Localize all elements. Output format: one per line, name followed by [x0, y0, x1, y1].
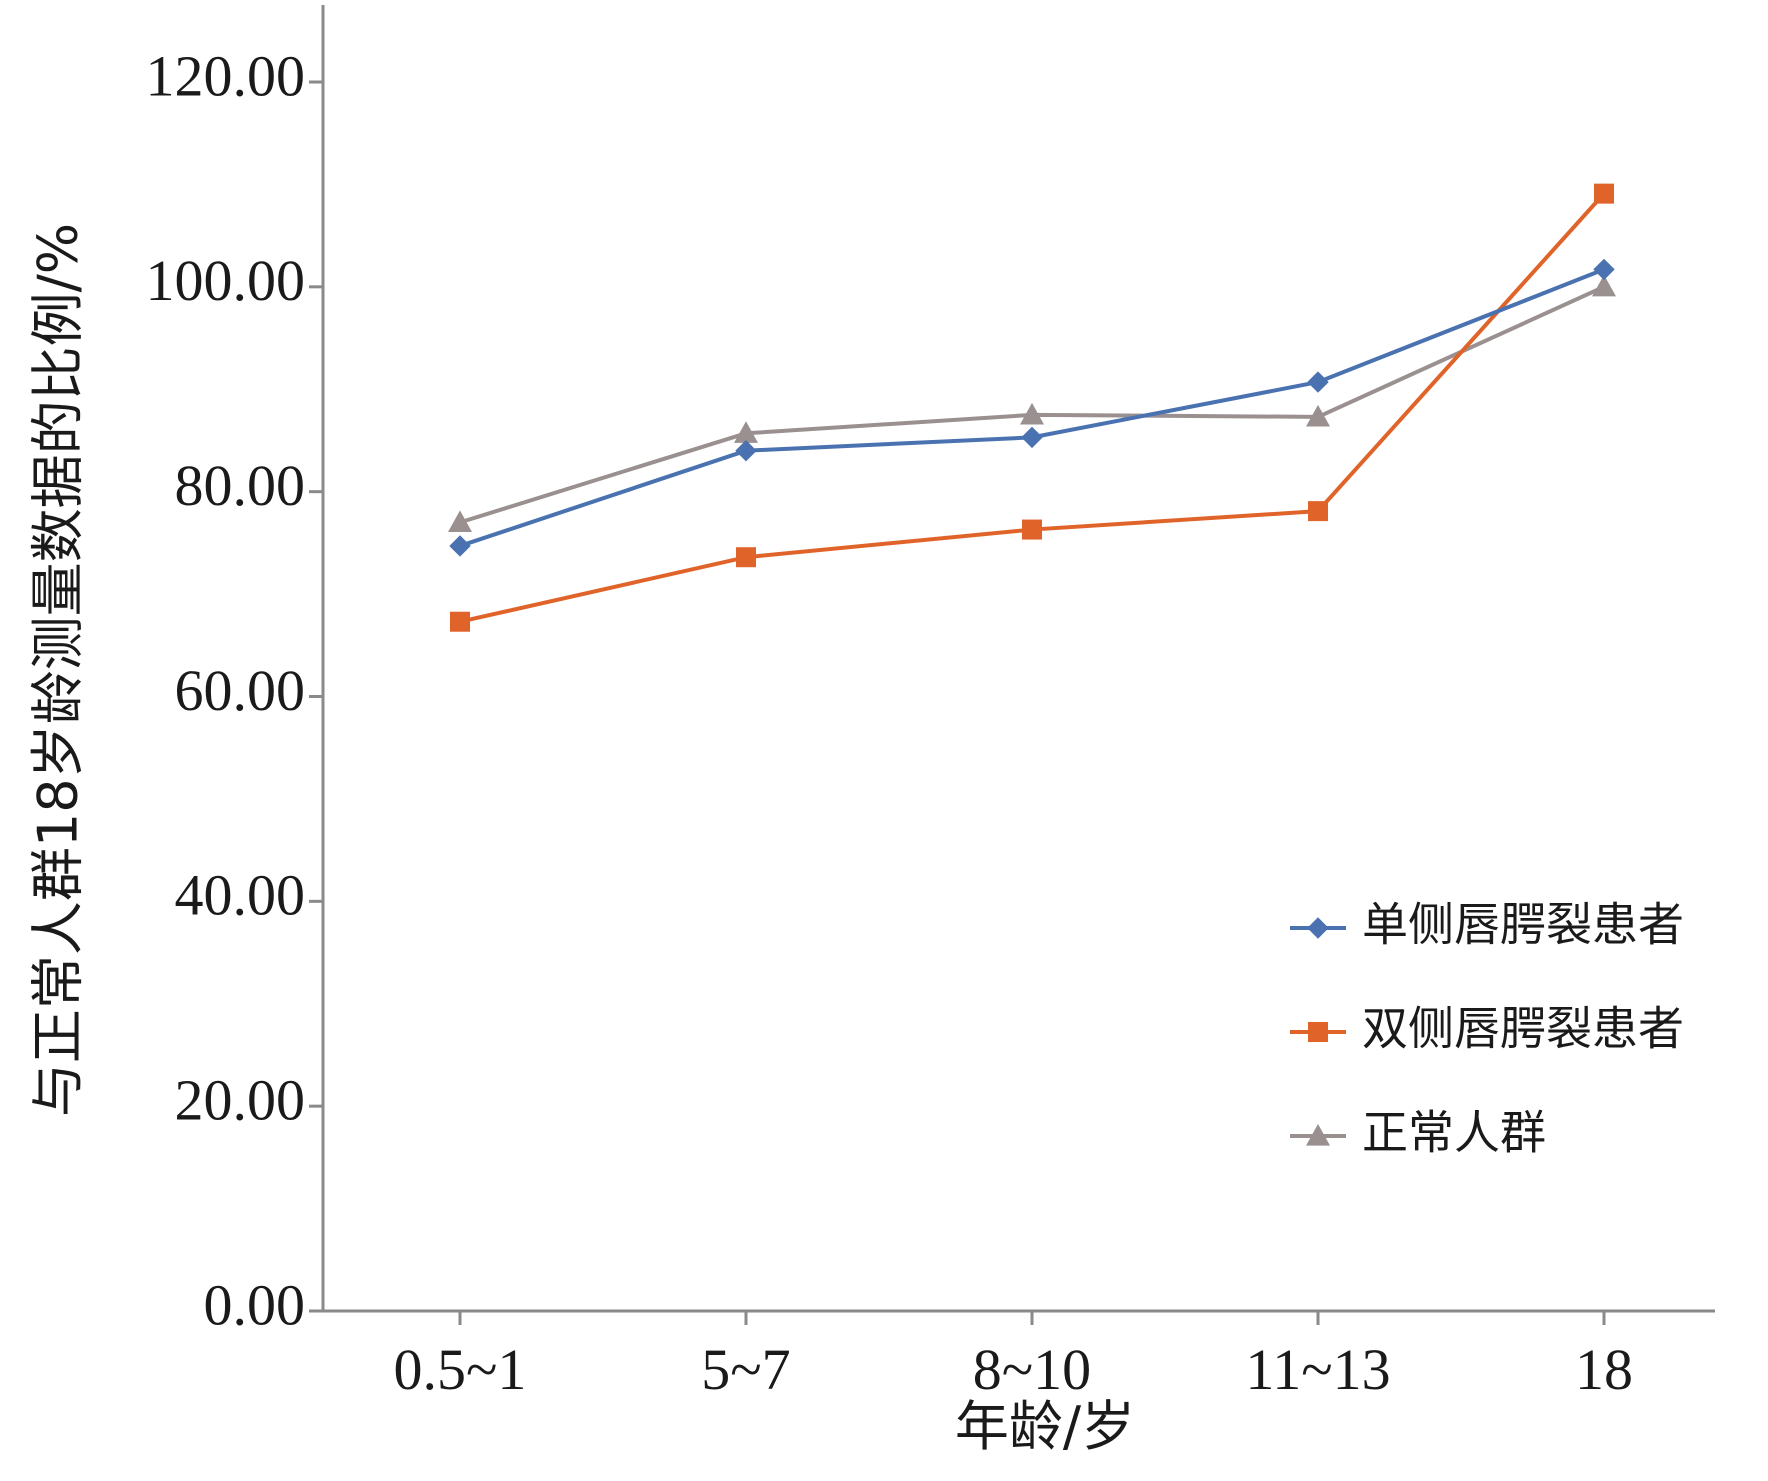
legend-item: 单侧唇腭裂患者 — [1290, 898, 1684, 952]
y-tick-label: 0.00 — [204, 1272, 306, 1337]
data-point — [448, 510, 472, 532]
data-point — [735, 439, 757, 462]
data-point — [449, 535, 471, 557]
legend-label: 单侧唇腭裂患者 — [1362, 898, 1684, 952]
y-tick-label: 100.00 — [146, 248, 306, 313]
legend-marker — [1306, 1124, 1330, 1146]
y-tick-label: 40.00 — [175, 863, 306, 928]
data-point — [1022, 519, 1042, 540]
x-axis-title: 年龄/岁 — [955, 1395, 1135, 1458]
x-tick-label: 5~7 — [701, 1337, 790, 1402]
series-square — [450, 183, 1614, 632]
data-point — [1592, 274, 1616, 297]
y-tick-label: 60.00 — [175, 658, 306, 723]
legend-label: 双侧唇腭裂患者 — [1362, 1002, 1684, 1056]
axes — [321, 5, 1715, 1313]
y-axis-ticks: 0.00 20.00 40.00 60.00 80.00 100.00 120.00 — [146, 43, 323, 1337]
data-point — [450, 611, 470, 632]
x-tick-label: 8~10 — [973, 1337, 1091, 1402]
series-diamond — [449, 258, 1615, 557]
data-point — [1593, 258, 1615, 281]
y-tick-label: 80.00 — [175, 453, 306, 518]
x-tick-label: 11~13 — [1245, 1337, 1390, 1402]
legend-item: 正常人群 — [1290, 1106, 1546, 1160]
data-point — [1307, 371, 1329, 393]
data-point — [1308, 501, 1328, 522]
y-axis-title-group: 与正常人群18岁龄测量数据的比例/% — [27, 223, 90, 1117]
x-tick-label: 0.5~1 — [394, 1337, 527, 1402]
data-point — [1306, 404, 1330, 427]
series-triangle — [448, 274, 1616, 532]
x-tick-label: 18 — [1575, 1337, 1633, 1402]
data-point — [1021, 426, 1043, 449]
legend-marker — [1308, 1022, 1328, 1042]
y-tick-label: 120.00 — [146, 43, 306, 108]
series-layer — [448, 183, 1616, 632]
data-point — [1020, 402, 1044, 425]
legend-marker — [1307, 917, 1329, 939]
y-axis-title: 与正常人群18岁龄测量数据的比例/% — [27, 223, 90, 1117]
legend-item: 双侧唇腭裂患者 — [1290, 1002, 1684, 1056]
data-point — [734, 421, 758, 443]
data-point — [1594, 183, 1614, 204]
y-tick-label: 20.00 — [175, 1067, 306, 1132]
legend-label: 正常人群 — [1362, 1106, 1546, 1160]
data-point — [736, 547, 756, 568]
x-axis-ticks: 0.5~1 5~7 8~10 11~13 18 — [394, 1311, 1633, 1402]
